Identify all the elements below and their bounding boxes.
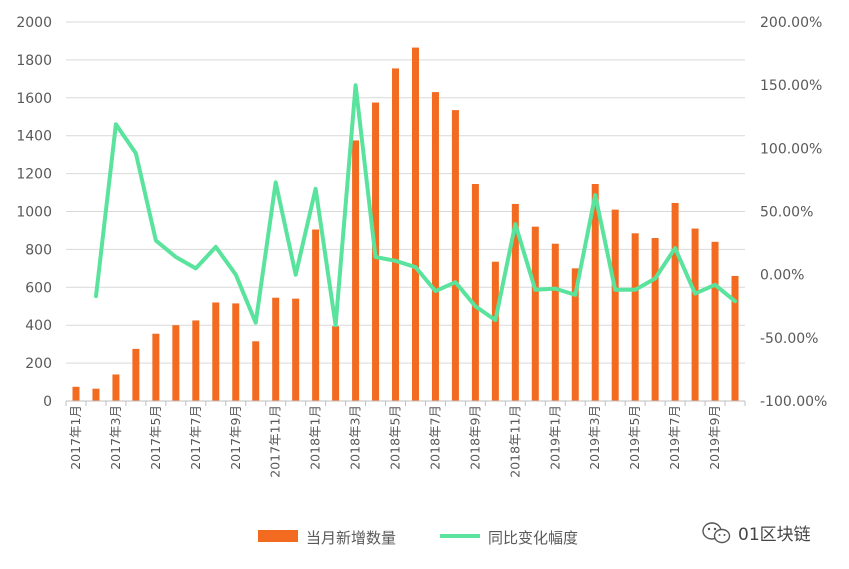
x-tick-label: 2018年11月	[507, 405, 522, 478]
bar	[591, 184, 599, 401]
x-tick-label: 2017年11月	[268, 405, 283, 478]
x-tick-label: 2018年3月	[348, 405, 363, 470]
x-tick-label: 2019年7月	[667, 405, 682, 470]
bar	[551, 243, 559, 401]
bar	[651, 238, 659, 401]
bar	[292, 298, 300, 401]
y-left-tick-label: 2000	[16, 15, 52, 31]
bar	[92, 388, 100, 401]
y-right-tick-label: 0.00%	[760, 268, 804, 284]
bar	[471, 184, 479, 401]
bar	[711, 241, 719, 401]
x-tick-label: 2019年1月	[547, 405, 562, 470]
bar	[611, 209, 619, 401]
y-left-tick-label: 0	[43, 394, 52, 410]
wechat-icon	[702, 522, 731, 544]
bar	[172, 325, 180, 401]
bar	[252, 341, 260, 401]
bar	[511, 203, 519, 401]
bar	[571, 268, 579, 401]
y-left-tick-label: 1600	[16, 91, 52, 107]
bar	[332, 326, 340, 401]
x-tick-label: 2017年1月	[68, 405, 83, 470]
x-tick-label: 2019年9月	[707, 405, 722, 470]
legend-bar-label: 当月新增数量	[306, 529, 396, 547]
y-right-tick-label: -100.00%	[760, 394, 827, 410]
x-tick-label: 2017年3月	[108, 405, 123, 470]
x-tick-label: 2019年3月	[587, 405, 602, 470]
y-left-tick-label: 800	[25, 242, 52, 258]
line-series	[94, 83, 737, 328]
x-axis: 2017年1月 2017年3月 2017年5月 2017年7月 2017年9月 2017年…	[65, 400, 746, 478]
bar	[312, 229, 320, 401]
legend-line-label: 同比变化幅度	[488, 529, 578, 547]
bar	[531, 226, 539, 401]
bar	[491, 261, 499, 401]
bar	[132, 348, 140, 401]
bar	[392, 68, 400, 402]
bar	[631, 233, 639, 401]
x-tick-label: 2018年5月	[388, 405, 403, 470]
x-tick-label: 2017年9月	[228, 405, 243, 470]
y-right-tick-label: 150.00%	[760, 78, 822, 94]
legend-bar-swatch	[258, 530, 298, 542]
bar	[691, 228, 699, 401]
y-left-tick-label: 400	[25, 318, 52, 334]
y-left-tick-label: 1000	[16, 205, 52, 221]
legend: 当月新增数量 同比变化幅度	[258, 529, 578, 547]
bar	[192, 320, 200, 401]
y-axis-left: 0 200 400 600 800 1000 1200 1400 1600 1800 2000	[16, 15, 52, 410]
x-tick-label: 2019年5月	[627, 405, 642, 470]
x-tick-label: 2018年7月	[427, 405, 442, 470]
bar	[352, 140, 360, 401]
x-tick-label: 2018年1月	[308, 405, 323, 470]
y-left-tick-label: 1800	[16, 53, 52, 69]
y-left-tick-label: 1400	[16, 129, 52, 145]
y-right-tick-label: 200.00%	[760, 15, 822, 31]
bar	[112, 374, 120, 401]
y-axis-right: -100.00% -50.00% 0.00% 50.00% 100.00% 150.00%…	[760, 15, 827, 410]
bar	[272, 297, 280, 401]
bar	[152, 333, 160, 401]
gridlines	[66, 21, 745, 364]
y-right-tick-label: -50.00%	[760, 331, 818, 347]
y-left-tick-label: 200	[25, 356, 52, 372]
y-left-tick-label: 600	[25, 280, 52, 296]
x-tick-label: 2018年9月	[467, 405, 482, 470]
y-right-tick-label: 50.00%	[760, 205, 813, 221]
x-tick-label: 2017年5月	[148, 405, 163, 470]
bar	[671, 202, 679, 401]
y-right-tick-label: 100.00%	[760, 141, 822, 157]
bar	[212, 302, 220, 401]
watermark-text: 01区块链	[738, 525, 811, 545]
bar	[431, 92, 439, 402]
y-left-tick-label: 1200	[16, 167, 52, 183]
x-tick-label: 2017年7月	[188, 405, 203, 470]
watermark: 01区块链	[702, 522, 811, 545]
bar	[731, 275, 739, 401]
bar-series	[72, 47, 739, 402]
bar	[72, 386, 80, 401]
bar	[451, 110, 459, 402]
bar	[411, 47, 419, 402]
bar	[232, 303, 240, 401]
